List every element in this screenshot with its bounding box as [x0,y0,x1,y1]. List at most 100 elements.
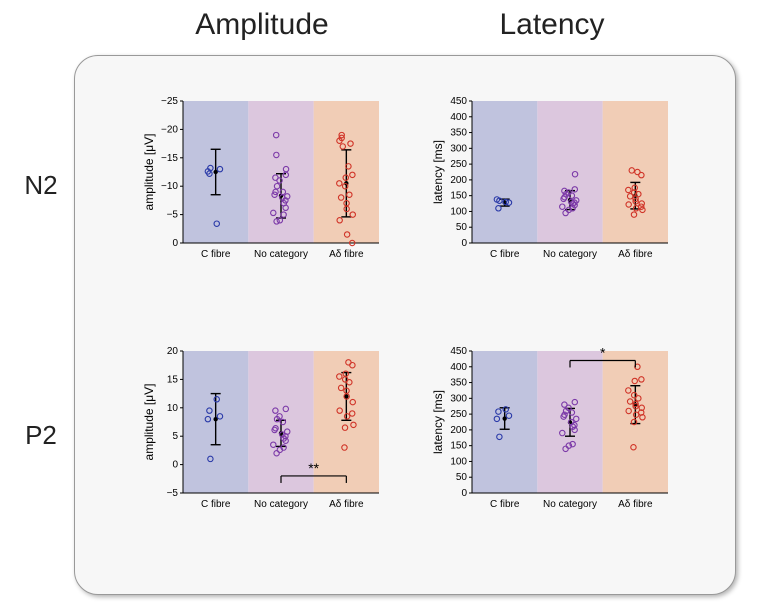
data-point [281,445,286,450]
data-point [627,399,632,404]
data-point [635,169,640,174]
data-point [283,166,288,171]
data-point [344,394,349,399]
chart-p2-latency: 050100150200250300350400450latency [ms]C… [430,345,672,521]
data-point [626,187,631,192]
data-point [497,434,502,439]
data-point [273,132,278,137]
data-point [629,168,634,173]
data-point [280,419,285,424]
data-point [208,456,213,461]
data-point [342,425,347,430]
y-tick-label: 50 [456,222,468,233]
y-tick-label: 15 [167,374,179,385]
category-label: C fibre [201,499,231,510]
y-tick-label: 0 [172,460,178,471]
data-point [214,221,219,226]
data-point [632,378,637,383]
y-tick-label: −10 [161,181,178,192]
data-point [347,192,352,197]
data-point [632,185,637,190]
category-label: Aδ fibre [329,249,364,260]
data-point [338,385,343,390]
significance-label: * [600,345,606,360]
data-point [639,405,644,410]
category-label: C fibre [490,499,520,510]
y-tick-label: 300 [450,393,467,404]
y-tick-label: 250 [450,409,467,420]
data-point [350,399,355,404]
data-point [639,377,644,382]
data-point [572,172,577,177]
chart-p2-amplitude: −505101520amplitude [μV]C fibreNo catego… [141,345,383,521]
data-point [350,212,355,217]
y-tick-label: 350 [450,128,467,139]
data-point [569,419,574,424]
y-tick-label: 300 [450,143,467,154]
data-point [338,195,343,200]
data-point [346,164,351,169]
data-point [494,197,499,202]
y-tick-label: 200 [450,175,467,186]
y-tick-label: 5 [172,431,178,442]
data-point [214,397,219,402]
data-point [560,430,565,435]
data-point [496,409,501,414]
data-point [562,188,567,193]
data-point [273,189,278,194]
y-tick-label: 250 [450,159,467,170]
category-label: No category [254,499,308,510]
data-point [562,402,567,407]
data-point [626,388,631,393]
y-axis-label: latency [ms] [431,390,445,454]
category-label: Aδ fibre [618,499,653,510]
data-point [340,144,345,149]
y-tick-label: −25 [161,96,178,107]
y-tick-label: 50 [456,472,468,483]
y-axis-label: latency [ms] [431,140,445,204]
category-label: No category [543,499,597,510]
row-label-n2: N2 [16,170,66,201]
data-point [572,187,577,192]
data-point [205,416,210,421]
data-point [283,172,288,177]
y-tick-label: 0 [461,488,467,499]
data-point [633,401,638,406]
category-label: Aδ fibre [329,499,364,510]
figure-root: Amplitude Latency N2 P2 0−5−10−15−20−25a… [0,0,758,603]
col-title-amplitude: Amplitude [140,8,384,42]
data-point [631,212,636,217]
data-point [207,171,212,176]
category-label: No category [543,249,597,260]
y-tick-label: 100 [450,456,467,467]
category-label: C fibre [490,249,520,260]
y-tick-label: 0 [172,238,178,249]
data-point [560,204,565,209]
data-point [271,442,276,447]
data-point [503,407,508,412]
y-tick-label: 200 [450,425,467,436]
data-point [342,184,347,189]
data-point [273,175,278,180]
y-tick-label: 450 [450,346,467,357]
data-point [344,201,349,206]
y-tick-label: 0 [461,238,467,249]
data-point [343,371,348,376]
data-point [274,184,279,189]
y-tick-label: 450 [450,96,467,107]
data-point [274,152,279,157]
data-point [273,426,278,431]
y-tick-label: 150 [450,441,467,452]
data-point [631,419,636,424]
y-tick-label: 400 [450,112,467,123]
data-point [572,399,577,404]
data-point [496,206,501,211]
y-tick-label: 400 [450,362,467,373]
category-label: Aδ fibre [618,249,653,260]
category-band [472,101,537,243]
y-tick-label: −5 [167,488,179,499]
data-point [337,408,342,413]
chart-n2-latency: 050100150200250300350400450latency [ms]C… [430,95,672,271]
data-point [344,414,349,419]
data-point [277,218,282,223]
